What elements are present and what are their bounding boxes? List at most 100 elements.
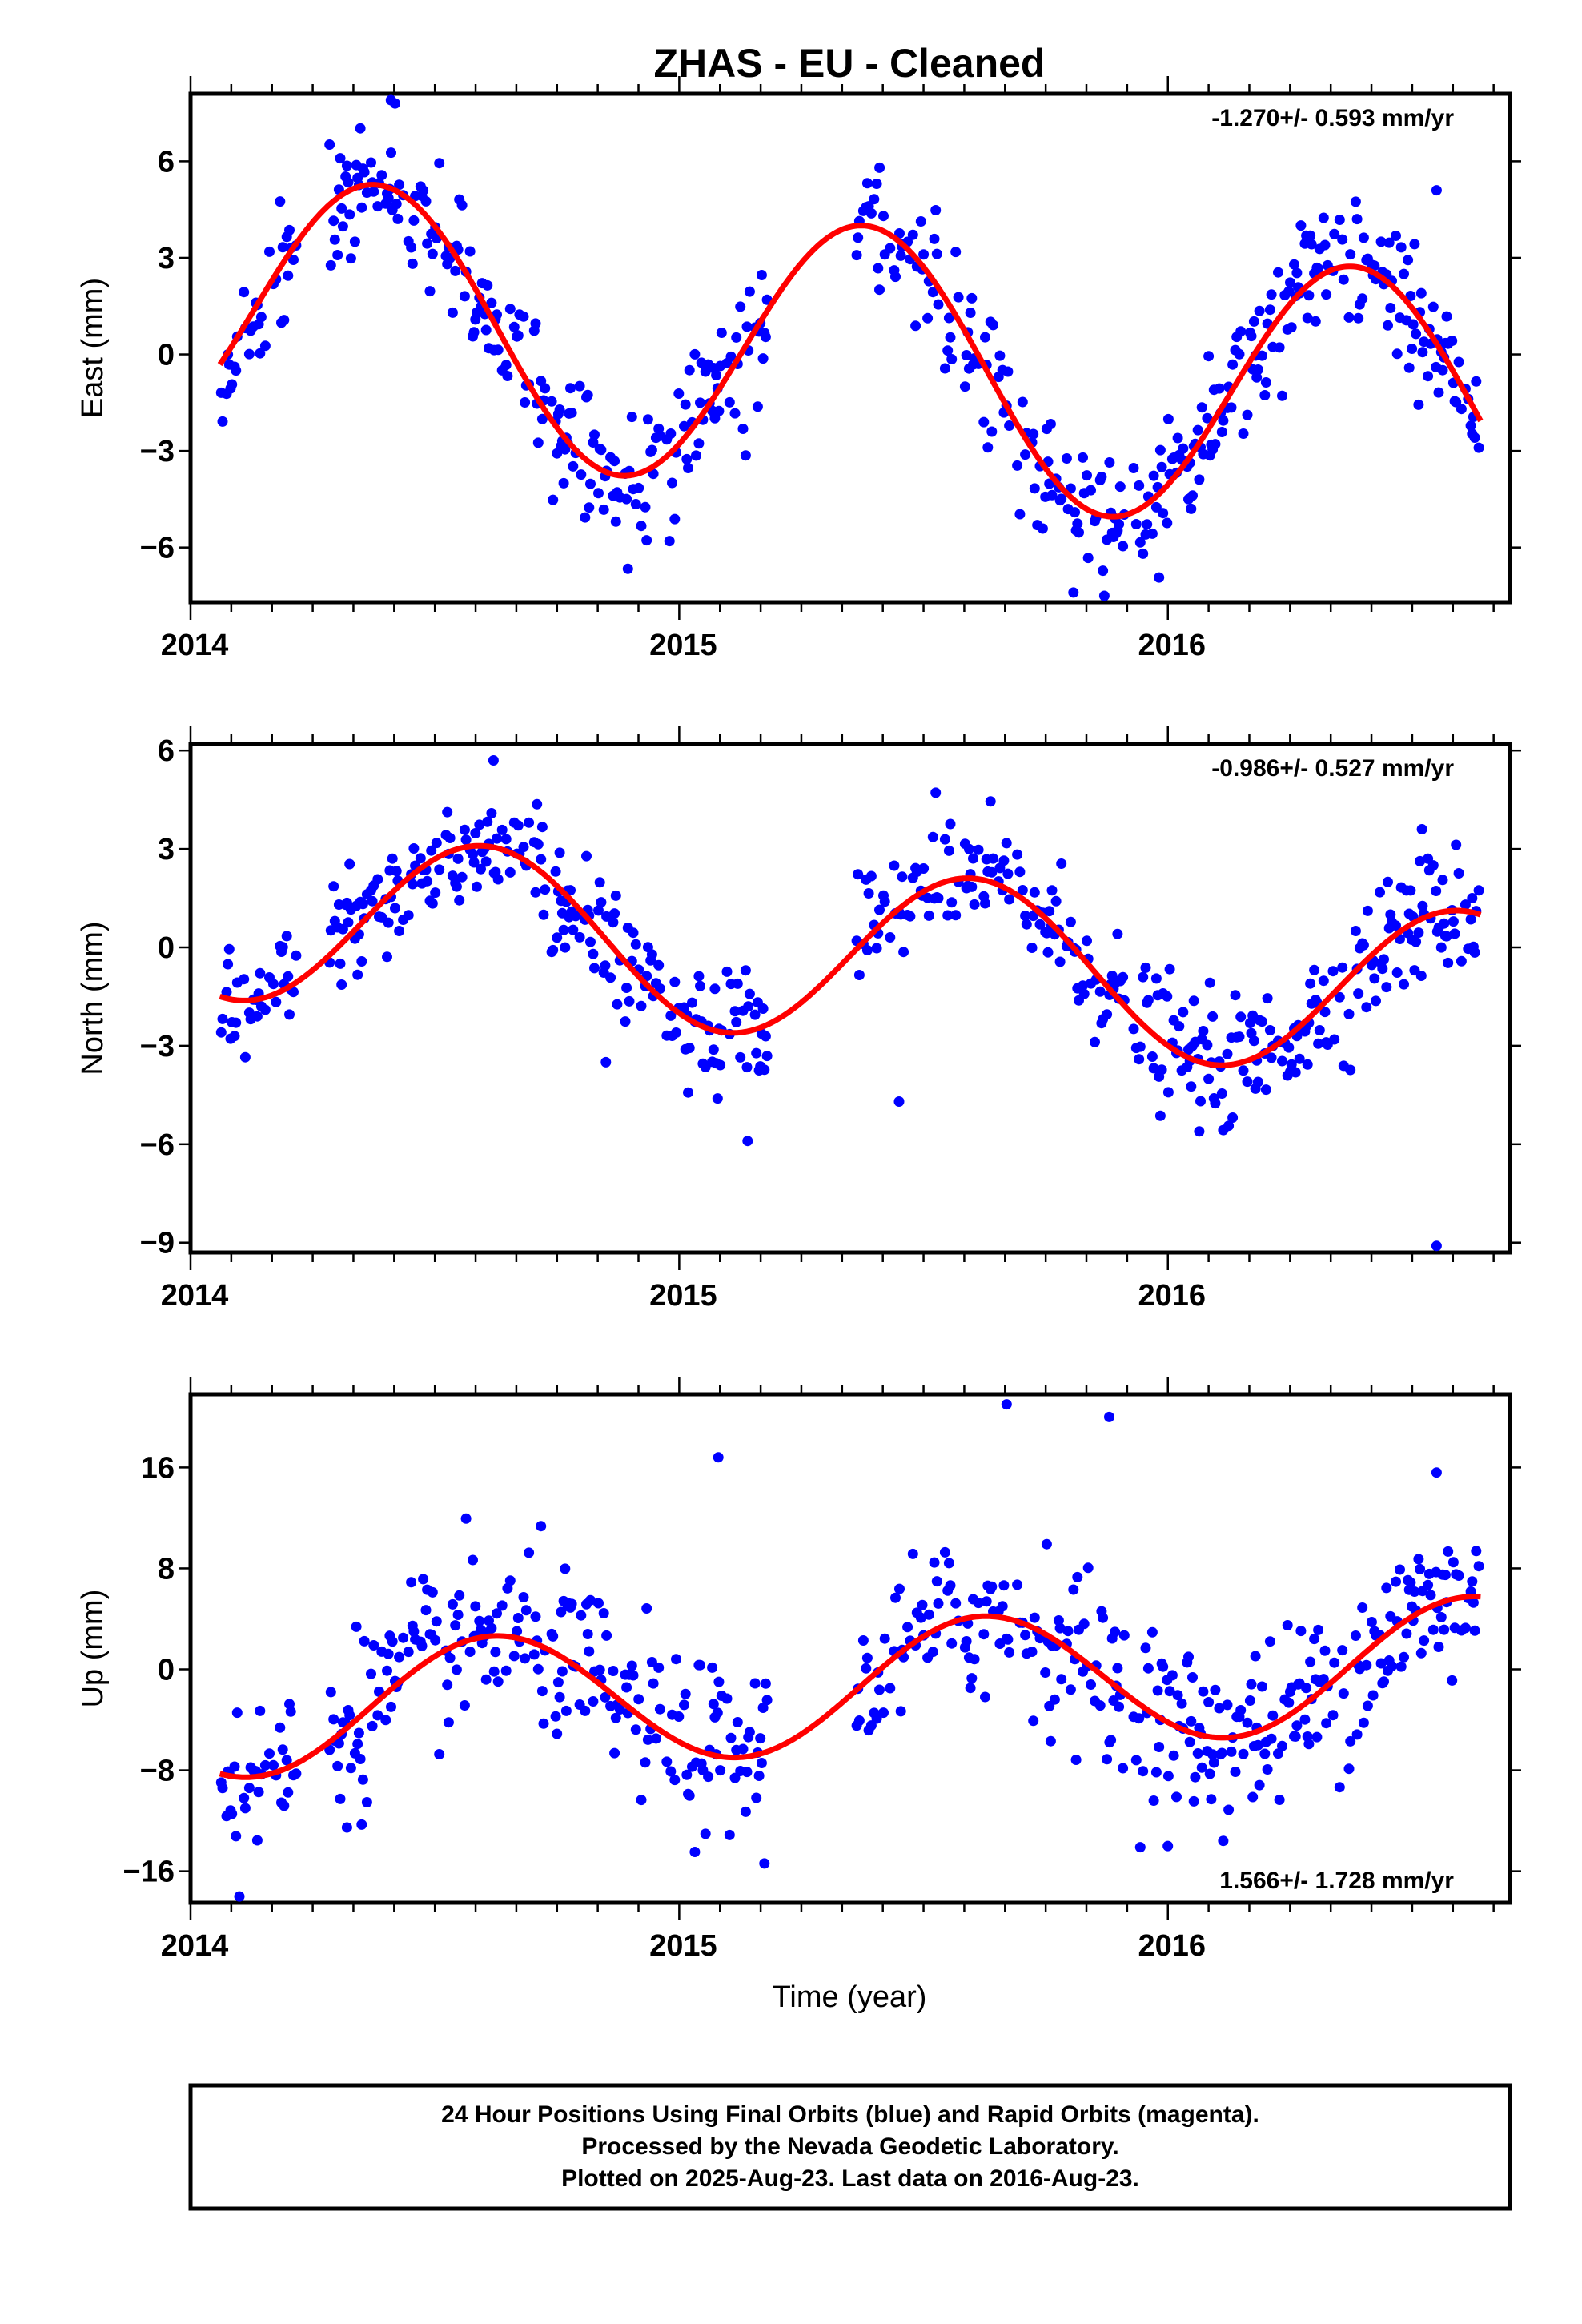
east-data-point	[548, 494, 559, 505]
north-data-point	[530, 887, 541, 898]
up-data-point	[1247, 1791, 1259, 1803]
north-data-point	[460, 834, 472, 846]
up-data-point	[1110, 1626, 1121, 1638]
east-data-point	[504, 304, 516, 315]
up-data-point	[588, 1696, 599, 1707]
east-data-point	[1186, 503, 1197, 514]
east-data-point	[1242, 409, 1253, 420]
north-data-point	[468, 857, 480, 868]
north-data-point	[1456, 955, 1467, 967]
up-data-point	[608, 1666, 619, 1676]
east-data-point	[1437, 364, 1448, 376]
up-data-point	[552, 1728, 563, 1739]
north-data-point	[712, 1093, 723, 1104]
north-data-point	[665, 1010, 677, 1021]
north-data-point	[1362, 905, 1373, 916]
east-data-point	[427, 248, 438, 259]
north-data-point	[708, 1044, 719, 1055]
up-data-point	[420, 1605, 432, 1616]
east-data-point	[918, 249, 930, 260]
east-data-point	[332, 250, 343, 260]
north-data-point	[1012, 849, 1023, 860]
up-data-point	[1252, 1739, 1263, 1751]
east-x-tick-label: 2014	[161, 629, 229, 662]
east-data-point	[1469, 432, 1480, 443]
east-data-point	[1082, 470, 1092, 481]
east-y-tick-label: −3	[140, 435, 175, 468]
east-data-point	[329, 234, 340, 245]
up-data-point	[452, 1610, 464, 1620]
up-data-point	[1053, 1615, 1064, 1626]
north-data-point	[861, 945, 873, 955]
up-data-point	[759, 1858, 770, 1869]
north-data-point	[743, 1001, 754, 1012]
north-data-point	[610, 890, 621, 901]
east-data-point	[1029, 483, 1040, 494]
north-data-point	[963, 843, 974, 854]
north-data-point	[1290, 1067, 1301, 1078]
up-data-point	[1367, 1690, 1379, 1701]
up-data-point	[251, 1835, 263, 1846]
up-data-point	[264, 1748, 275, 1759]
north-data-point	[898, 947, 909, 958]
east-data-point	[1415, 287, 1427, 299]
up-data-point	[653, 1662, 665, 1673]
east-data-point	[1277, 390, 1287, 401]
east-data-point	[1130, 519, 1142, 529]
east-data-point	[1061, 453, 1072, 464]
north-data-point	[221, 987, 232, 998]
up-data-point	[518, 1592, 529, 1602]
up-data-point	[1277, 1740, 1287, 1751]
east-data-point	[502, 371, 513, 381]
east-data-point	[1441, 311, 1452, 322]
up-data-point	[933, 1598, 944, 1609]
east-data-point	[667, 477, 677, 489]
east-data-point	[434, 158, 445, 169]
up-data-point	[1413, 1554, 1424, 1565]
north-axis-label: North (mm)	[76, 921, 110, 1075]
east-data-point	[1453, 356, 1464, 368]
north-data-point	[1329, 1034, 1340, 1045]
up-data-point	[1094, 1700, 1106, 1711]
up-data-point	[1026, 1647, 1038, 1657]
north-data-point	[277, 942, 288, 953]
north-data-point	[732, 978, 743, 989]
north-data-point	[504, 866, 516, 878]
up-data-point	[757, 1703, 769, 1713]
north-data-point	[476, 863, 486, 875]
east-data-point	[1096, 472, 1107, 482]
north-data-point	[1162, 1087, 1174, 1098]
east-data-point	[1264, 304, 1275, 316]
east-data-point	[368, 186, 379, 197]
east-data-point	[392, 213, 404, 224]
east-data-point	[1286, 322, 1297, 333]
up-data-point	[713, 1676, 725, 1687]
up-data-point	[1423, 1579, 1434, 1590]
up-data-point	[1082, 1562, 1094, 1574]
east-data-point	[1252, 364, 1263, 375]
up-data-point	[1210, 1684, 1221, 1695]
up-data-point	[353, 1727, 364, 1739]
up-data-point	[335, 1793, 346, 1804]
north-data-point	[1391, 920, 1401, 931]
north-x-tick-label: 2015	[649, 1279, 717, 1313]
north-data-point	[1222, 1048, 1233, 1059]
east-data-point	[420, 195, 432, 207]
up-data-point	[1152, 1685, 1163, 1696]
up-data-point	[548, 1630, 559, 1642]
east-data-point	[679, 420, 689, 432]
east-data-point	[1227, 359, 1239, 370]
north-data-point	[536, 822, 548, 833]
up-data-point	[1311, 1731, 1323, 1743]
east-data-point	[1285, 277, 1295, 288]
east-data-point	[1383, 320, 1393, 331]
north-x-tick-label: 2016	[1138, 1279, 1206, 1313]
east-data-point	[596, 444, 607, 456]
up-data-point	[980, 1691, 990, 1703]
up-data-point	[450, 1620, 461, 1631]
up-data-point	[341, 1822, 352, 1833]
north-data-point	[291, 950, 302, 961]
up-data-point	[732, 1717, 743, 1727]
north-data-point	[560, 942, 571, 953]
up-data-point	[756, 1758, 767, 1768]
